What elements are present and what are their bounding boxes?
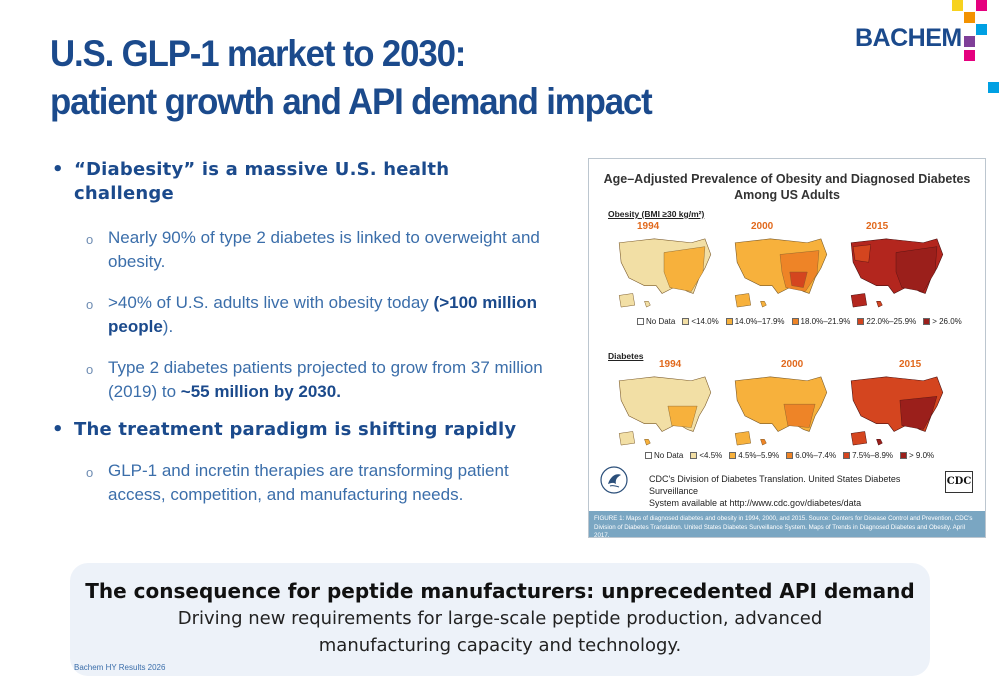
cdc-logo: CDC bbox=[945, 471, 973, 493]
slide-title: U.S. GLP-1 market to 2030: patient growt… bbox=[50, 30, 653, 126]
bullet-list: • “Diabesity” is a massive U.S. health ch… bbox=[52, 158, 552, 507]
map-year-label: 1994 bbox=[637, 221, 660, 232]
legend-swatch bbox=[725, 318, 733, 325]
legend-swatch bbox=[923, 318, 931, 325]
legend-swatch bbox=[791, 318, 799, 325]
sub-bullet-text: Nearly 90% of type 2 diabetes is linked … bbox=[108, 228, 540, 271]
map-year-label: 2000 bbox=[781, 359, 804, 370]
us-map-obesity-2015 bbox=[850, 238, 944, 308]
sub-bullet-item: o >40% of U.S. adults live with obesity t… bbox=[86, 291, 552, 339]
sub-bullet-item: o Nearly 90% of type 2 diabetes is linked… bbox=[86, 226, 552, 274]
legend-swatch bbox=[857, 318, 865, 325]
cdc-prevalence-figure: Age–Adjusted Prevalence of Obesity and D… bbox=[588, 158, 986, 539]
obesity-legend: No Data <14.0% 14.0%–17.9% 18.0%–21.9% 2… bbox=[637, 317, 962, 326]
bullet-item: • The treatment paradigm is shifting rapi… bbox=[52, 419, 517, 440]
legend-swatch bbox=[843, 452, 851, 459]
sub-bullet-item: o GLP-1 and incretin therapies are transf… bbox=[86, 459, 552, 507]
us-map-diabetes-2000 bbox=[734, 376, 828, 446]
hhs-eagle-icon bbox=[600, 466, 628, 494]
us-map-obesity-2000 bbox=[734, 238, 828, 308]
bachem-logo: BACHEM bbox=[855, 24, 962, 52]
diabetes-section-label: Diabetes bbox=[608, 351, 644, 361]
legend-swatch bbox=[786, 452, 794, 459]
figure-source-text: CDC's Division of Diabetes Translation. … bbox=[649, 474, 901, 508]
bullet-text: The treatment paradigm is shifting rapid… bbox=[74, 419, 517, 440]
sub-bullet-text: GLP-1 and incretin therapies are transfo… bbox=[108, 461, 509, 504]
legend-swatch bbox=[690, 452, 698, 459]
map-year-label: 2015 bbox=[899, 359, 922, 370]
legend-swatch bbox=[729, 452, 737, 459]
diabetes-legend: No Data <4.5% 4.5%–5.9% 6.0%–7.4% 7.5%–8… bbox=[645, 451, 934, 460]
bullet-text: “Diabesity” is a massive U.S. health cha… bbox=[74, 159, 450, 204]
slide-title-line-2: patient growth and API demand impact bbox=[50, 81, 653, 122]
us-map-obesity-1994 bbox=[618, 238, 712, 308]
callout-headline: The consequence for peptide manufacturer… bbox=[85, 579, 915, 603]
map-year-label: 2000 bbox=[751, 221, 774, 232]
legend-swatch bbox=[637, 318, 644, 325]
bullet-item: • “Diabesity” is a massive U.S. health ch… bbox=[52, 158, 552, 206]
footer-text: Bachem HY Results 2026 bbox=[74, 663, 166, 672]
sub-bullet-text: Type 2 diabetes patients projected to gr… bbox=[108, 358, 543, 401]
slide-title-line-1: U.S. GLP-1 market to 2030: bbox=[50, 33, 466, 74]
callout-subline: Driving new requirements for large-scale… bbox=[177, 608, 823, 656]
figure-title: Age–Adjusted Prevalence of Obesity and D… bbox=[603, 172, 971, 202]
us-map-diabetes-2015 bbox=[850, 376, 944, 446]
legend-swatch bbox=[900, 452, 908, 459]
legend-swatch bbox=[645, 452, 652, 459]
obesity-section-label: Obesity (BMI ≥30 kg/m²) bbox=[608, 209, 705, 219]
sub-bullet-item: o Type 2 diabetes patients projected to g… bbox=[86, 356, 552, 404]
figure-caption: FIGURE 1: Maps of diagnosed diabetes and… bbox=[589, 511, 985, 539]
legend-swatch bbox=[682, 318, 690, 325]
map-year-label: 2015 bbox=[866, 221, 889, 232]
sub-bullet-text: >40% of U.S. adults live with obesity to… bbox=[108, 293, 537, 336]
callout-box: The consequence for peptide manufacturer… bbox=[70, 563, 930, 676]
us-map-diabetes-1994 bbox=[618, 376, 712, 446]
map-year-label: 1994 bbox=[659, 359, 682, 370]
